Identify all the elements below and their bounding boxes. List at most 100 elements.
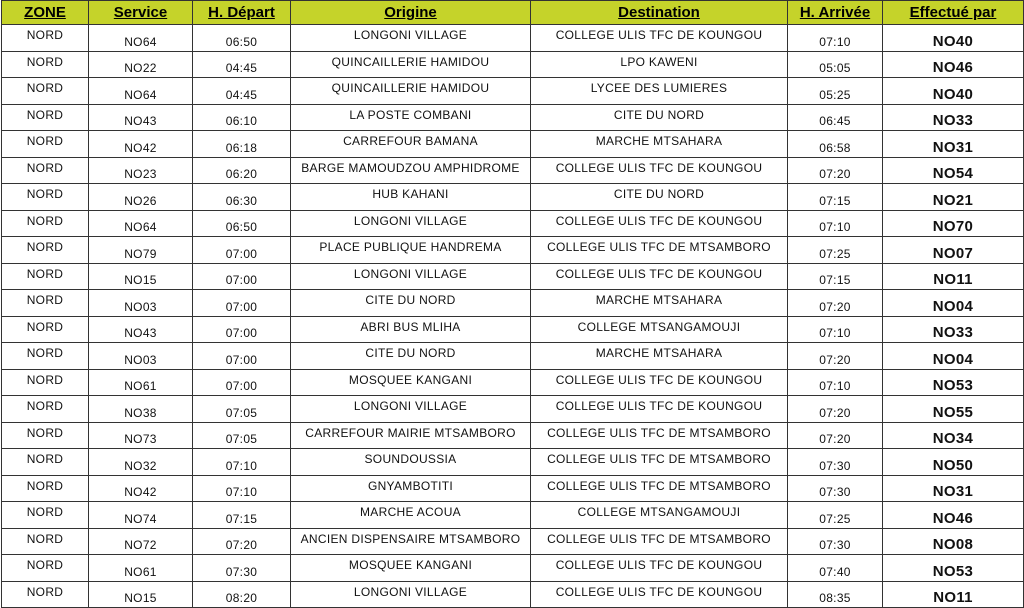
cell-effectue-par: NO55 xyxy=(882,395,1024,423)
table-row: NORD NO15 07:00 LONGONI VILLAGE COLLEGE ULIS… xyxy=(1,262,1024,290)
cell-effectue-par: NO11 xyxy=(882,580,1024,608)
cell-arrivee: 07:30 xyxy=(787,474,883,502)
cell-zone: NORD xyxy=(1,315,89,343)
cell-origine: LONGONI VILLAGE xyxy=(290,209,531,237)
cell-depart: 06:10 xyxy=(192,103,291,131)
cell-zone: NORD xyxy=(1,421,89,449)
cell-origine: ABRI BUS MLIHA xyxy=(290,315,531,343)
cell-service: NO43 xyxy=(88,315,193,343)
cell-destination: COLLEGE ULIS TFC DE MTSAMBORO xyxy=(530,527,788,555)
cell-service: NO22 xyxy=(88,50,193,78)
cell-arrivee: 07:30 xyxy=(787,448,883,476)
cell-origine: SOUNDOUSSIA xyxy=(290,448,531,476)
cell-destination: COLLEGE ULIS TFC DE KOUNGOU xyxy=(530,209,788,237)
cell-zone: NORD xyxy=(1,236,89,264)
cell-depart: 06:50 xyxy=(192,24,291,52)
cell-origine: MOSQUEE KANGANI xyxy=(290,368,531,396)
cell-effectue-par: NO11 xyxy=(882,262,1024,290)
table-row: NORD NO22 04:45 QUINCAILLERIE HAMIDOU LPO KA… xyxy=(1,50,1024,78)
cell-origine: LONGONI VILLAGE xyxy=(290,24,531,52)
table-row: NORD NO23 06:20 BARGE MAMOUDZOU AMPHIDROME C… xyxy=(1,156,1024,184)
cell-destination: CITE DU NORD xyxy=(530,103,788,131)
cell-destination: LYCEE DES LUMIERES xyxy=(530,77,788,105)
cell-zone: NORD xyxy=(1,342,89,370)
column-header-arrivee: H. Arrivée xyxy=(787,0,883,25)
cell-destination: MARCHE MTSAHARA xyxy=(530,342,788,370)
cell-zone: NORD xyxy=(1,130,89,158)
cell-effectue-par: NO04 xyxy=(882,342,1024,370)
table-row: NORD NO64 06:50 LONGONI VILLAGE COLLEGE ULIS… xyxy=(1,24,1024,52)
cell-effectue-par: NO53 xyxy=(882,368,1024,396)
cell-arrivee: 05:25 xyxy=(787,77,883,105)
cell-arrivee: 07:10 xyxy=(787,368,883,396)
cell-arrivee: 07:20 xyxy=(787,156,883,184)
cell-depart: 07:05 xyxy=(192,421,291,449)
cell-depart: 06:18 xyxy=(192,130,291,158)
cell-zone: NORD xyxy=(1,156,89,184)
cell-depart: 07:00 xyxy=(192,289,291,317)
cell-service: NO64 xyxy=(88,77,193,105)
cell-origine: LONGONI VILLAGE xyxy=(290,395,531,423)
cell-effectue-par: NO53 xyxy=(882,554,1024,582)
cell-depart: 07:00 xyxy=(192,262,291,290)
cell-service: NO43 xyxy=(88,103,193,131)
table-row: NORD NO79 07:00 PLACE PUBLIQUE HANDREMA COLL… xyxy=(1,236,1024,264)
cell-depart: 07:00 xyxy=(192,368,291,396)
cell-service: NO61 xyxy=(88,554,193,582)
cell-zone: NORD xyxy=(1,580,89,608)
cell-destination: MARCHE MTSAHARA xyxy=(530,130,788,158)
cell-origine: MOSQUEE KANGANI xyxy=(290,554,531,582)
cell-effectue-par: NO07 xyxy=(882,236,1024,264)
cell-depart: 04:45 xyxy=(192,50,291,78)
cell-destination: COLLEGE ULIS TFC DE KOUNGOU xyxy=(530,24,788,52)
cell-depart: 07:15 xyxy=(192,501,291,529)
cell-origine: LONGONI VILLAGE xyxy=(290,262,531,290)
table-row: NORD NO61 07:00 MOSQUEE KANGANI COLLEGE ULIS… xyxy=(1,368,1024,396)
cell-zone: NORD xyxy=(1,50,89,78)
column-header-depart: H. Départ xyxy=(192,0,291,25)
cell-depart: 07:20 xyxy=(192,527,291,555)
cell-zone: NORD xyxy=(1,262,89,290)
cell-destination: CITE DU NORD xyxy=(530,183,788,211)
table-row: NORD NO74 07:15 MARCHE ACOUA COLLEGE MTSANGA… xyxy=(1,501,1024,529)
cell-destination: COLLEGE MTSANGAMOUJI xyxy=(530,315,788,343)
table-row: NORD NO73 07:05 CARREFOUR MAIRIE MTSAMBORO C… xyxy=(1,421,1024,449)
cell-service: NO15 xyxy=(88,262,193,290)
cell-service: NO32 xyxy=(88,448,193,476)
cell-service: NO73 xyxy=(88,421,193,449)
cell-origine: QUINCAILLERIE HAMIDOU xyxy=(290,50,531,78)
cell-service: NO72 xyxy=(88,527,193,555)
cell-arrivee: 08:35 xyxy=(787,580,883,608)
table-row: NORD NO72 07:20 ANCIEN DISPENSAIRE MTSAMBOR… xyxy=(1,527,1024,555)
table-row: NORD NO42 07:10 GNYAMBOTITI COLLEGE ULIS TFC… xyxy=(1,474,1024,502)
cell-arrivee: 06:45 xyxy=(787,103,883,131)
cell-zone: NORD xyxy=(1,474,89,502)
cell-origine: ANCIEN DISPENSAIRE MTSAMBORO xyxy=(290,527,531,555)
cell-destination: LPO KAWENI xyxy=(530,50,788,78)
cell-zone: NORD xyxy=(1,448,89,476)
cell-service: NO64 xyxy=(88,209,193,237)
cell-zone: NORD xyxy=(1,554,89,582)
cell-arrivee: 07:20 xyxy=(787,342,883,370)
cell-effectue-par: NO31 xyxy=(882,130,1024,158)
column-header-origine: Origine xyxy=(290,0,531,25)
table-row: NORD NO38 07:05 LONGONI VILLAGE COLLEGE ULIS… xyxy=(1,395,1024,423)
cell-service: NO42 xyxy=(88,130,193,158)
cell-destination: COLLEGE ULIS TFC DE KOUNGOU xyxy=(530,262,788,290)
cell-zone: NORD xyxy=(1,368,89,396)
cell-origine: BARGE MAMOUDZOU AMPHIDROME xyxy=(290,156,531,184)
cell-effectue-par: NO34 xyxy=(882,421,1024,449)
cell-effectue-par: NO40 xyxy=(882,77,1024,105)
cell-effectue-par: NO04 xyxy=(882,289,1024,317)
cell-origine: LONGONI VILLAGE xyxy=(290,580,531,608)
cell-destination: COLLEGE ULIS TFC DE KOUNGOU xyxy=(530,156,788,184)
table-row: NORD NO43 07:00 ABRI BUS MLIHA COLLEGE MTSAN… xyxy=(1,315,1024,343)
cell-origine: HUB KAHANI xyxy=(290,183,531,211)
cell-effectue-par: NO33 xyxy=(882,103,1024,131)
cell-effectue-par: NO31 xyxy=(882,474,1024,502)
cell-origine: LA POSTE COMBANI xyxy=(290,103,531,131)
cell-depart: 08:20 xyxy=(192,580,291,608)
cell-arrivee: 07:15 xyxy=(787,183,883,211)
cell-effectue-par: NO50 xyxy=(882,448,1024,476)
cell-service: NO03 xyxy=(88,342,193,370)
